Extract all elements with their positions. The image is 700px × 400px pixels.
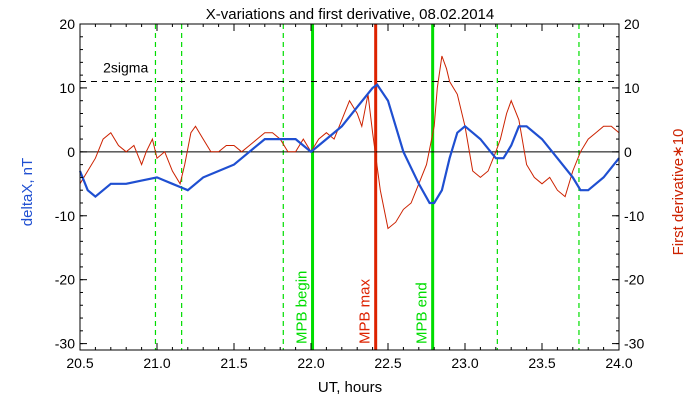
series-line-deltax <box>78 83 620 205</box>
y-tick-label-right: 0 <box>624 144 632 160</box>
x-tick-label: 21.0 <box>143 355 170 371</box>
event-label: MPB begin <box>294 271 311 344</box>
x-axis-label: UT, hours <box>318 379 382 396</box>
x-tick-label: 22.0 <box>297 355 324 371</box>
x-tick-label: 20.5 <box>66 355 93 371</box>
x-tick-label: 24.0 <box>605 355 632 371</box>
y-tick-label-left: -10 <box>55 208 75 224</box>
x-tick-label: 23.0 <box>451 355 478 371</box>
x-axis: 20.5 21.0 21.5 22.0 22.5 23.0 23.5 24.0 <box>66 24 633 371</box>
y-axis-left: 20 10 0 -10 -20 -30 <box>55 16 87 352</box>
x-tick-label: 22.5 <box>374 355 401 371</box>
y-tick-label-right: -10 <box>624 208 644 224</box>
chart-title: X-variations and first derivative, 08.02… <box>206 6 495 23</box>
threshold-label: 2sigma <box>103 60 148 76</box>
y-tick-label-right: 10 <box>624 80 640 96</box>
plot-frame <box>79 23 620 351</box>
y-tick-label-right: -20 <box>624 272 644 288</box>
x-tick-label: 21.5 <box>220 355 247 371</box>
y-tick-label-left: 10 <box>59 80 75 96</box>
event-lines <box>311 24 435 350</box>
y-tick-label-left: 20 <box>59 16 75 32</box>
y-axis-right: 20 10 0 -10 -20 -30 <box>612 16 644 352</box>
y-tick-label-left: -20 <box>55 272 75 288</box>
x-tick-label: 23.5 <box>528 355 555 371</box>
y-tick-label-right: -30 <box>624 336 644 352</box>
y-tick-label-right: 20 <box>624 16 640 32</box>
event-label: MPB max <box>357 278 374 344</box>
y-tick-label-left: 0 <box>67 144 75 160</box>
event-label: MPB end <box>414 282 431 344</box>
y-axis-label-right: First derivative∗10 <box>670 129 687 256</box>
plot-area: 2sigma MPB begin MPB max MPB end <box>78 24 620 350</box>
y-axis-label-left: deltaX, nT <box>19 158 36 226</box>
series-line-derivative <box>79 55 620 230</box>
event-labels: MPB begin MPB max MPB end <box>294 271 431 344</box>
y-tick-label-left: -30 <box>55 336 75 352</box>
